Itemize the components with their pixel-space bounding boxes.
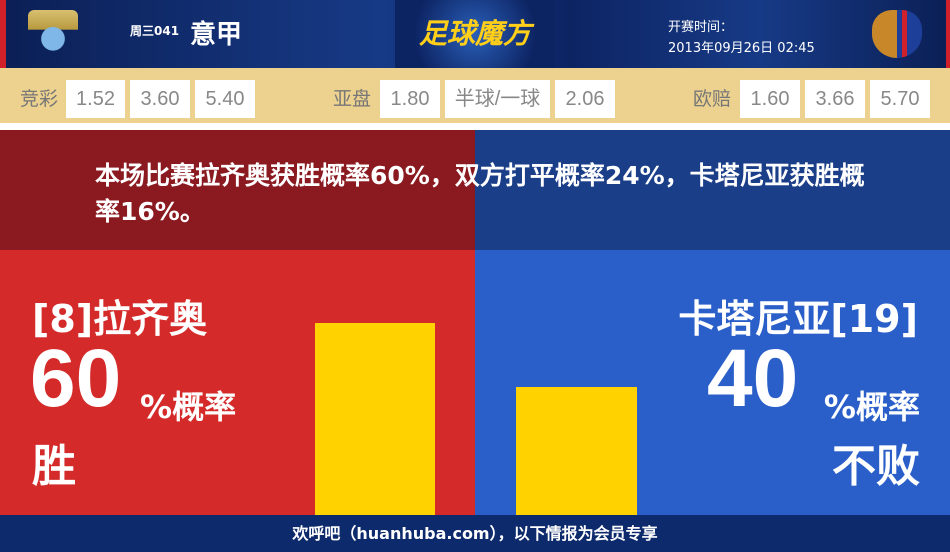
footer-banner: 欢呼吧（huanhuba.com），以下情报为会员专享 bbox=[0, 515, 950, 552]
odds-value: 1.60 bbox=[740, 80, 800, 118]
home-percent: 60 bbox=[30, 333, 122, 424]
home-outcome: 胜 bbox=[32, 441, 76, 492]
brand-logo: 足球魔方 bbox=[418, 17, 531, 50]
away-team: 卡塔尼亚[19] bbox=[678, 297, 918, 341]
home-percent-suffix: %概率 bbox=[140, 388, 237, 426]
kickoff-time: 2013年09月26日 02:45 bbox=[668, 41, 815, 56]
league-name: 意甲 bbox=[190, 20, 243, 50]
odds-value: 2.06 bbox=[555, 80, 615, 118]
odds-value: 3.66 bbox=[805, 80, 865, 118]
weekday-code: 周三041 bbox=[130, 24, 180, 38]
brand-panel: 足球魔方 bbox=[395, 0, 555, 68]
away-panel: 卡塔尼亚[19] 40 %概率 不败 bbox=[475, 250, 950, 515]
summary-right-bg bbox=[475, 130, 950, 250]
handicap-value: 半球/一球 bbox=[445, 80, 550, 118]
summary-left-bg bbox=[0, 130, 475, 250]
away-percent-suffix: %概率 bbox=[823, 388, 920, 426]
kickoff-label: 开赛时间： bbox=[668, 20, 734, 35]
odds-value: 5.70 bbox=[870, 80, 930, 118]
away-outcome: 不败 bbox=[832, 441, 920, 492]
home-panel: [8]拉齐奥 60 %概率 胜 bbox=[0, 250, 475, 515]
home-probability-bar bbox=[315, 323, 435, 515]
summary-text: 本场比赛拉齐奥获胜概率60%，双方打平概率24%，卡塔尼亚获胜概率16%。 bbox=[95, 161, 865, 226]
header: 周三041 意甲 足球魔方 开赛时间： 2013年09月26日 02:45 bbox=[0, 0, 950, 68]
jingcai-label: 竞彩 bbox=[20, 88, 59, 110]
catania-crest-icon bbox=[872, 10, 922, 58]
odds-bar: 竞彩 1.52 3.60 5.40 亚盘 1.80 半球/一球 2.06 欧赔 … bbox=[0, 68, 950, 123]
yapan-label: 亚盘 bbox=[333, 88, 372, 110]
odds-value: 1.52 bbox=[66, 80, 125, 118]
away-probability-bar bbox=[516, 387, 637, 515]
odds-value: 3.60 bbox=[130, 80, 190, 118]
odds-value: 5.40 bbox=[195, 80, 255, 118]
lazio-crest-icon bbox=[28, 10, 78, 58]
accent-strip bbox=[946, 0, 950, 68]
accent-strip bbox=[0, 0, 6, 68]
home-team: [8]拉齐奥 bbox=[32, 297, 208, 341]
oupei-label: 欧赔 bbox=[693, 88, 732, 110]
away-percent: 40 bbox=[707, 333, 799, 424]
odds-value: 1.80 bbox=[380, 80, 440, 118]
